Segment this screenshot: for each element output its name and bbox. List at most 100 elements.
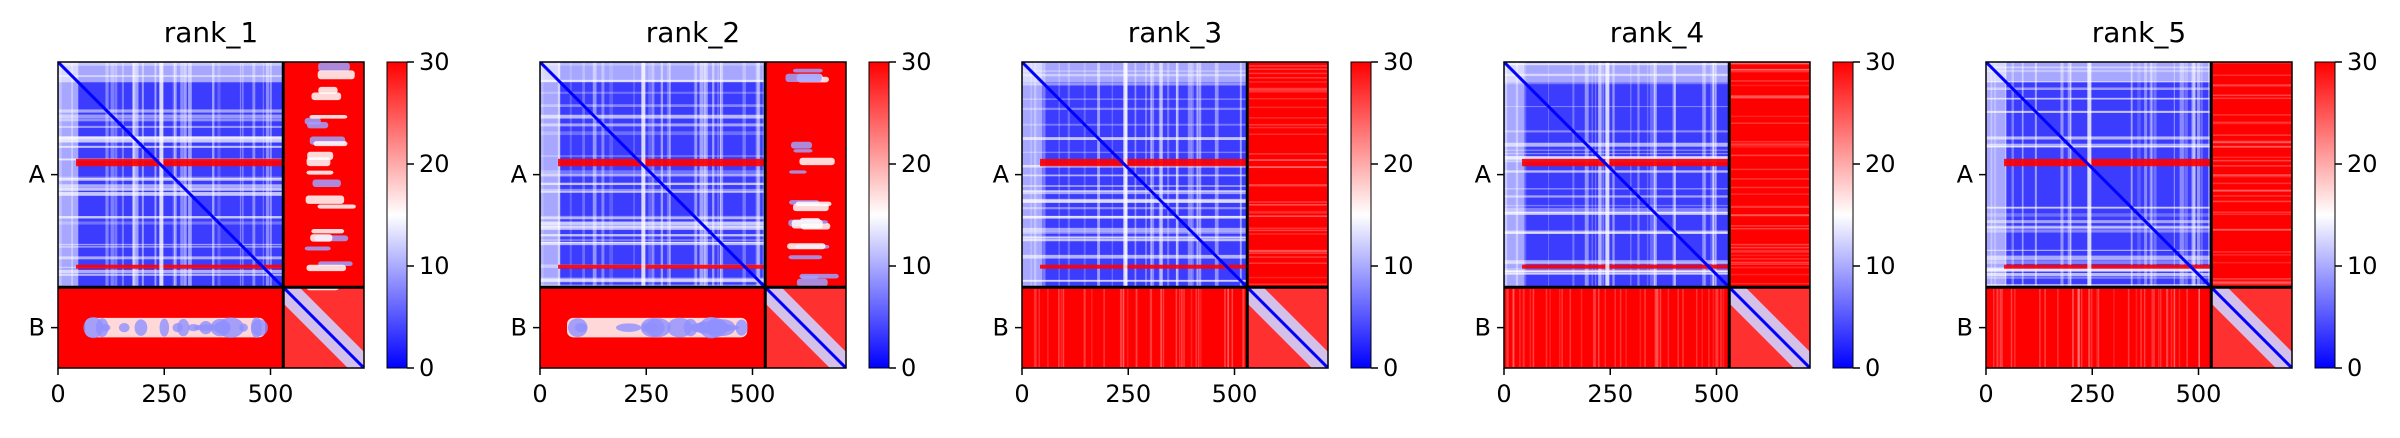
interchain-texture <box>2143 287 2146 368</box>
interchain-texture <box>1729 96 1810 99</box>
interchain-texture <box>1247 233 1328 235</box>
high-error-stripe <box>76 264 284 269</box>
colorbar-tick-label: 0 <box>1383 354 1398 382</box>
heatmap-area <box>1504 62 1810 368</box>
interchain-texture <box>2001 287 2003 368</box>
interchain-texture <box>1247 159 1328 161</box>
texture-col <box>239 62 242 288</box>
interchain-AB-blob <box>791 141 813 149</box>
texture-row <box>540 234 766 237</box>
edge-band-col <box>1986 62 2007 288</box>
interchain-texture <box>2039 287 2041 368</box>
interchain-texture <box>2211 146 2292 148</box>
interchain-texture <box>2044 287 2046 368</box>
texture-col <box>1653 62 1656 288</box>
interchain-texture <box>1729 96 1810 99</box>
texture-row <box>540 104 766 108</box>
interchain-texture <box>1592 287 1595 368</box>
interchain-texture <box>2211 229 2292 231</box>
interchain-BA-blob <box>159 318 170 337</box>
interchain-texture <box>1190 287 1193 368</box>
texture-row <box>1986 220 2212 224</box>
y-tick-label-chain-A: A <box>29 161 46 189</box>
interchain-texture <box>1729 63 1810 65</box>
texture-col <box>2144 62 2148 288</box>
interchain-texture <box>1247 203 1328 206</box>
texture-row <box>540 216 766 219</box>
interchain-texture <box>1135 287 1138 368</box>
texture-row <box>540 114 766 119</box>
interchain-texture <box>2211 62 2292 64</box>
edge-band-row <box>540 62 766 83</box>
diagonal-line <box>1504 62 1810 368</box>
interchain-texture <box>1716 287 1719 368</box>
interchain-texture <box>1247 215 1328 218</box>
texture-col <box>132 62 136 288</box>
texture-col <box>180 62 184 288</box>
pae-panel-5: rank_5 A B 0 250 500 0 10 20 30 <box>1957 16 2378 408</box>
texture-col <box>1198 62 1202 288</box>
texture-col <box>1067 62 1071 288</box>
x-tick-label: 0 <box>1978 380 1993 408</box>
texture-row <box>1504 170 1730 173</box>
interchain-texture <box>2078 287 2080 368</box>
light-stripe <box>641 62 646 288</box>
texture-row <box>1504 212 1730 215</box>
interchain-texture <box>1729 62 1810 65</box>
colorbar-tick-label: 30 <box>1383 48 1414 76</box>
interchain-BA-blob <box>172 322 183 333</box>
interchain-texture <box>1047 287 1049 368</box>
y-tick-label-chain-B: B <box>1957 314 1973 342</box>
interchain-texture <box>2211 254 2292 256</box>
texture-row <box>1986 213 2212 217</box>
interchain-texture <box>1729 258 1810 260</box>
interchain-texture <box>1729 227 1810 230</box>
interchain-texture <box>1247 88 1328 91</box>
texture-col <box>1111 62 1114 288</box>
interchain-texture <box>1103 287 1105 368</box>
interchain-AB-blob <box>799 273 839 279</box>
high-error-stripe <box>1040 162 1248 167</box>
diagonal-line <box>540 62 846 368</box>
interchain-texture <box>1227 287 1229 368</box>
interchain-texture <box>1183 287 1185 368</box>
texture-row <box>1504 149 1730 151</box>
interchain-BA-blob <box>214 321 231 334</box>
texture-col <box>173 62 176 288</box>
interchain-texture <box>1136 287 1138 368</box>
interchain-texture <box>2211 251 2292 253</box>
interchain-texture <box>1247 212 1328 214</box>
texture-col <box>252 62 256 288</box>
texture-row <box>1504 195 1730 198</box>
interchain-texture <box>2211 174 2292 176</box>
interchain-texture <box>2211 281 2292 284</box>
texture-col <box>1058 62 1061 288</box>
interchain-texture <box>1999 287 2002 368</box>
interchain-texture <box>1729 243 1810 246</box>
texture-row <box>58 145 284 148</box>
interchain-texture <box>2211 261 2292 264</box>
interchain-texture <box>2211 145 2292 148</box>
interchain-texture <box>1729 266 1810 269</box>
texture-row <box>1022 123 1248 126</box>
colorbar-tick-label: 30 <box>901 48 932 76</box>
high-error-stripe <box>1522 162 1730 167</box>
interchain-texture <box>1247 89 1328 92</box>
high-error-stripe <box>558 162 766 167</box>
texture-col <box>1591 62 1593 288</box>
interchain-texture <box>1062 287 1065 368</box>
texture-col <box>704 62 708 288</box>
texture-row <box>1986 226 2212 230</box>
y-tick-label-chain-A: A <box>993 161 1010 189</box>
interchain-texture <box>2211 175 2292 178</box>
texture-col <box>1710 62 1714 288</box>
texture-col <box>1672 62 1676 288</box>
texture-row <box>1504 211 1730 214</box>
pae-panel-3: rank_3 A B 0 250 500 0 10 20 30 <box>993 16 1414 408</box>
texture-col <box>2200 62 2202 288</box>
interchain-texture <box>1561 287 1563 368</box>
interchain-texture <box>1247 68 1328 70</box>
texture-col <box>154 62 157 288</box>
high-error-stripe <box>2004 162 2212 167</box>
interchain-texture <box>1247 117 1328 119</box>
